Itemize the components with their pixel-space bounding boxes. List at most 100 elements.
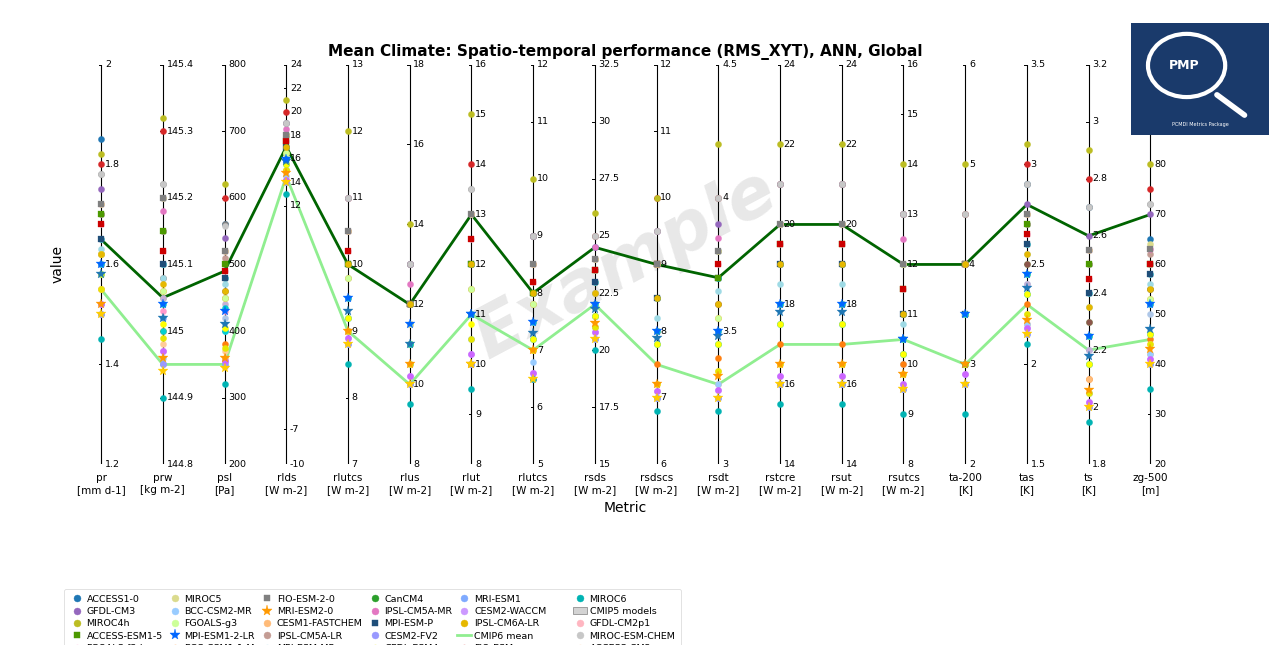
Text: 1.2: 1.2 <box>105 460 120 469</box>
Text: 18: 18 <box>845 300 857 309</box>
Text: 8: 8 <box>351 393 358 402</box>
Text: 9: 9 <box>907 410 913 419</box>
Text: 14: 14 <box>907 160 919 169</box>
Text: 1.8: 1.8 <box>105 160 120 169</box>
Text: 2: 2 <box>1092 402 1098 412</box>
Text: 15: 15 <box>475 110 487 119</box>
Text: 6: 6 <box>536 402 543 412</box>
Text: 145.1: 145.1 <box>166 260 194 269</box>
Text: 12: 12 <box>536 60 549 69</box>
Text: 24: 24 <box>845 60 857 69</box>
Text: 20: 20 <box>1154 460 1166 469</box>
Text: 18: 18 <box>784 300 796 309</box>
Text: 4: 4 <box>722 194 728 203</box>
Text: 10: 10 <box>536 174 549 183</box>
Text: 50: 50 <box>1154 310 1166 319</box>
Text: 10: 10 <box>660 194 672 203</box>
Text: 144.9: 144.9 <box>166 393 194 402</box>
Text: 12: 12 <box>660 60 672 69</box>
Text: 20: 20 <box>784 220 796 229</box>
Text: 9: 9 <box>660 260 667 269</box>
Text: 16: 16 <box>290 154 301 163</box>
Text: 7: 7 <box>536 346 543 355</box>
Text: 12: 12 <box>907 260 919 269</box>
Text: 4.5: 4.5 <box>722 60 737 69</box>
Text: 100: 100 <box>1154 60 1172 69</box>
Text: 10: 10 <box>351 260 364 269</box>
Text: 2.6: 2.6 <box>1092 232 1107 241</box>
Text: 18: 18 <box>414 60 425 69</box>
Text: PCMDI Metrics Package: PCMDI Metrics Package <box>1172 122 1228 126</box>
Text: 12: 12 <box>290 201 301 210</box>
Text: 3.5: 3.5 <box>722 326 737 335</box>
Text: 4: 4 <box>969 260 974 269</box>
Text: 14: 14 <box>290 177 301 186</box>
Text: 14: 14 <box>414 220 425 229</box>
Text: 145: 145 <box>166 326 184 335</box>
Text: 90: 90 <box>1154 110 1166 119</box>
Text: 8: 8 <box>536 288 543 297</box>
Text: 13: 13 <box>351 60 364 69</box>
Text: 12: 12 <box>475 260 487 269</box>
Text: 24: 24 <box>290 60 301 69</box>
Text: -7: -7 <box>290 424 299 433</box>
Text: 9: 9 <box>536 232 543 241</box>
Text: 500: 500 <box>229 260 246 269</box>
Text: 13: 13 <box>907 210 919 219</box>
Text: 3.2: 3.2 <box>1092 60 1107 69</box>
Text: 2: 2 <box>1031 360 1037 369</box>
Text: 15: 15 <box>907 110 919 119</box>
Text: 11: 11 <box>907 310 919 319</box>
Text: 20: 20 <box>845 220 857 229</box>
Text: 3: 3 <box>1092 117 1098 126</box>
Text: 600: 600 <box>229 194 246 203</box>
Text: 9: 9 <box>351 326 358 335</box>
Text: 32.5: 32.5 <box>599 60 619 69</box>
Text: 1.6: 1.6 <box>105 260 120 269</box>
Text: 16: 16 <box>845 380 857 389</box>
Text: 22: 22 <box>290 83 301 92</box>
Text: 22: 22 <box>784 140 796 149</box>
Text: 800: 800 <box>229 60 246 69</box>
Text: 200: 200 <box>229 460 246 469</box>
Text: 8: 8 <box>907 460 913 469</box>
Text: 145.4: 145.4 <box>166 60 194 69</box>
Text: 18: 18 <box>290 130 301 139</box>
Text: 22.5: 22.5 <box>599 288 619 297</box>
Text: 2.2: 2.2 <box>1092 346 1107 355</box>
Text: 1.5: 1.5 <box>1031 460 1046 469</box>
Text: 15: 15 <box>599 460 610 469</box>
Text: 70: 70 <box>1154 210 1166 219</box>
Text: 30: 30 <box>1154 410 1166 419</box>
Text: 3: 3 <box>969 360 976 369</box>
Text: 24: 24 <box>784 60 796 69</box>
Text: PMP: PMP <box>1168 59 1199 72</box>
Text: 17.5: 17.5 <box>599 402 619 412</box>
Text: 5: 5 <box>536 460 543 469</box>
Text: 27.5: 27.5 <box>599 174 619 183</box>
Text: 14: 14 <box>475 160 487 169</box>
Y-axis label: value: value <box>51 246 65 283</box>
Text: 145.3: 145.3 <box>166 126 194 135</box>
Text: -10: -10 <box>290 460 305 469</box>
Text: 8: 8 <box>660 326 667 335</box>
Text: 16: 16 <box>784 380 796 389</box>
Text: 300: 300 <box>229 393 246 402</box>
Text: 10: 10 <box>414 380 425 389</box>
Text: 1.8: 1.8 <box>1092 460 1107 469</box>
Text: 7: 7 <box>660 393 667 402</box>
Text: 145.2: 145.2 <box>166 194 194 203</box>
Text: 11: 11 <box>475 310 487 319</box>
Text: 2: 2 <box>105 60 111 69</box>
Text: 1.4: 1.4 <box>105 360 120 369</box>
Text: 3.5: 3.5 <box>1031 60 1046 69</box>
Text: 20: 20 <box>599 346 610 355</box>
Text: 700: 700 <box>229 126 246 135</box>
Text: 2.8: 2.8 <box>1092 174 1107 183</box>
Text: 9: 9 <box>475 410 481 419</box>
Text: 40: 40 <box>1154 360 1166 369</box>
Text: 8: 8 <box>414 460 419 469</box>
Text: 11: 11 <box>536 117 549 126</box>
Text: 8: 8 <box>475 460 481 469</box>
Text: 2.4: 2.4 <box>1092 288 1107 297</box>
